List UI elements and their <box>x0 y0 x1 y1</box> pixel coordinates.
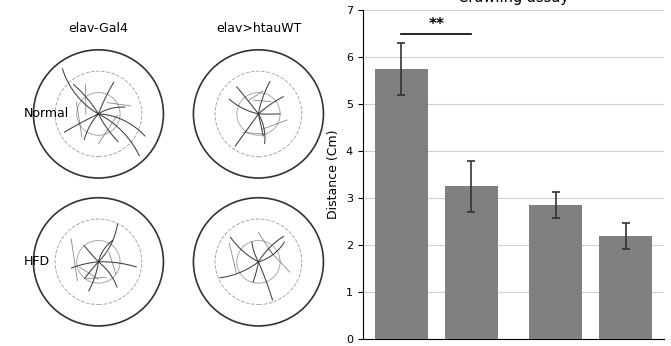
Bar <box>445 186 498 339</box>
Y-axis label: Distance (Cm): Distance (Cm) <box>327 130 340 219</box>
Text: HFD: HFD <box>23 255 50 268</box>
Text: elav-Gal4: elav-Gal4 <box>68 22 128 35</box>
Text: **: ** <box>428 17 444 31</box>
Bar <box>529 205 582 339</box>
Text: elav>htauWT: elav>htauWT <box>216 22 301 35</box>
Title: Crawling assay: Crawling assay <box>458 0 569 5</box>
Text: Normal: Normal <box>23 107 68 120</box>
Bar <box>599 236 652 339</box>
Bar <box>375 69 427 339</box>
